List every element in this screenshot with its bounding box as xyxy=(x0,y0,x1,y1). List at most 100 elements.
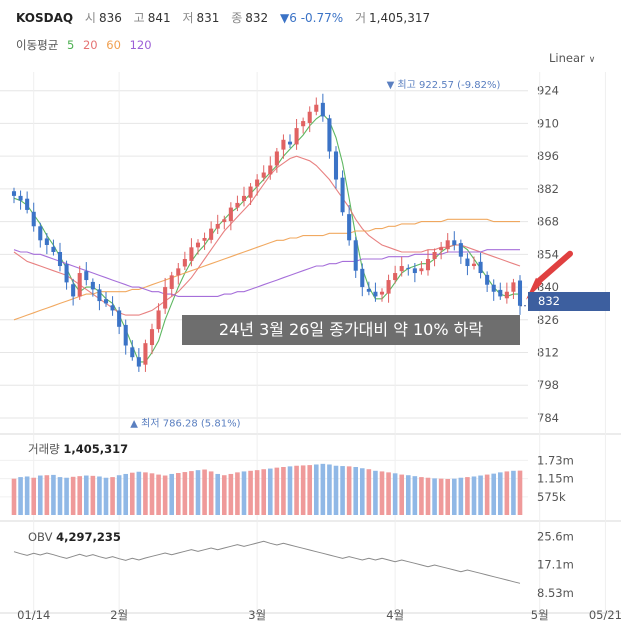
volume-bar xyxy=(300,465,306,515)
high-label: 고 xyxy=(133,11,145,25)
candle-body xyxy=(222,219,227,223)
candle-body xyxy=(301,121,306,127)
candle-body xyxy=(255,179,260,187)
candle-body xyxy=(44,238,49,245)
candle-body xyxy=(439,247,444,251)
volume-bar xyxy=(143,472,148,515)
volume-bar xyxy=(90,475,96,515)
high-value: 841 xyxy=(147,11,171,25)
volume-bar xyxy=(359,468,365,515)
volume-bar xyxy=(478,475,483,515)
price-tick-label: 826 xyxy=(537,313,559,327)
low-label: 저 xyxy=(182,11,194,25)
candle-body xyxy=(511,282,516,292)
price-tick-label: 868 xyxy=(537,215,559,229)
price-tick-label: 910 xyxy=(537,116,559,130)
candle-body xyxy=(373,291,378,297)
candle-body xyxy=(327,118,332,152)
ma-120-label[interactable]: 120 xyxy=(129,38,152,52)
candle-body xyxy=(195,242,201,248)
volume-bar xyxy=(425,477,431,515)
volume-bar xyxy=(274,467,280,515)
candle-body xyxy=(294,128,299,145)
volume-bar xyxy=(156,474,161,515)
candle-body xyxy=(471,263,477,267)
volume-bar xyxy=(215,473,221,515)
volume-bar xyxy=(136,471,142,515)
candle-body xyxy=(90,281,95,290)
candle-body xyxy=(209,228,214,240)
obv-tick-label: 8.53m xyxy=(537,586,574,600)
candle-body xyxy=(274,151,279,166)
volume-bar xyxy=(97,476,102,515)
candle-body xyxy=(360,268,365,288)
volume-bar xyxy=(37,475,43,515)
volume-bar xyxy=(458,477,464,515)
candle-body xyxy=(130,347,135,358)
volume-bar xyxy=(11,478,17,515)
candle-body xyxy=(465,258,470,267)
volume-bar xyxy=(307,465,313,515)
volume-panel-label: 거래량 xyxy=(28,442,60,456)
candle-body xyxy=(445,240,450,250)
volume-bar xyxy=(432,478,437,515)
volume-bar xyxy=(248,470,253,515)
obv-panel-title: OBV 4,297,235 xyxy=(28,530,121,544)
volume-bar xyxy=(465,477,470,515)
candle-body xyxy=(202,237,207,241)
obv-line xyxy=(13,540,521,584)
price-tick-label: 784 xyxy=(537,411,559,425)
candle-body xyxy=(110,305,115,311)
candle-body xyxy=(320,102,325,117)
price-tick-label: 882 xyxy=(537,182,559,196)
candle-body xyxy=(425,259,431,271)
candle-body xyxy=(11,191,17,196)
candle-body xyxy=(491,284,496,292)
volume-bar xyxy=(254,470,260,515)
candle-body xyxy=(248,186,253,198)
obv-tick-label: 25.6m xyxy=(537,529,574,543)
price-tick-label: 854 xyxy=(537,247,559,261)
volume-bar xyxy=(18,477,23,515)
open-value: 836 xyxy=(98,11,122,25)
pointer-arrow-shaft xyxy=(535,250,573,285)
ma-20-label[interactable]: 20 xyxy=(82,38,98,52)
obv-tick-label: 17.1m xyxy=(537,558,574,572)
candle-body xyxy=(353,240,358,271)
scale-mode-label: Linear xyxy=(549,51,585,65)
candle-body xyxy=(458,243,463,257)
moving-average-legend[interactable]: 이동평균 5 20 60 120 xyxy=(16,37,157,53)
candle-body xyxy=(432,252,437,260)
volume-bar xyxy=(327,464,332,515)
candle-body xyxy=(366,288,371,292)
candle-body xyxy=(386,280,391,294)
candle-body xyxy=(399,266,404,272)
volume-bar xyxy=(235,472,240,515)
candle-body xyxy=(123,324,128,346)
volume-bar xyxy=(320,463,326,515)
candle-body xyxy=(393,273,398,281)
ma-5-label[interactable]: 5 xyxy=(66,38,75,52)
candle-body xyxy=(287,141,293,145)
change-value: ▼6 -0.77% xyxy=(280,11,344,25)
ma-legend-label: 이동평균 xyxy=(16,38,59,52)
candle-body xyxy=(406,267,411,269)
candle-body xyxy=(31,211,36,227)
max-price-label: ▼ 최고 922.57 (-9.82%) xyxy=(387,79,501,91)
volume-bar xyxy=(31,477,37,515)
volume-bar xyxy=(241,471,247,515)
candle-body xyxy=(235,202,240,208)
candle-body xyxy=(77,273,82,297)
ma-60-label[interactable]: 60 xyxy=(106,38,121,52)
volume-bar xyxy=(471,476,477,515)
time-tick-label: 3월 xyxy=(248,608,266,622)
volume-bar xyxy=(445,479,451,515)
open-label: 시 xyxy=(84,11,96,25)
volume-bar xyxy=(195,470,201,515)
scale-dropdown[interactable]: Linear ∨ xyxy=(549,51,595,65)
candle-body xyxy=(314,104,319,112)
candle-body xyxy=(485,274,490,285)
price-tick-label: 840 xyxy=(537,280,559,294)
volume-bar xyxy=(149,473,155,515)
